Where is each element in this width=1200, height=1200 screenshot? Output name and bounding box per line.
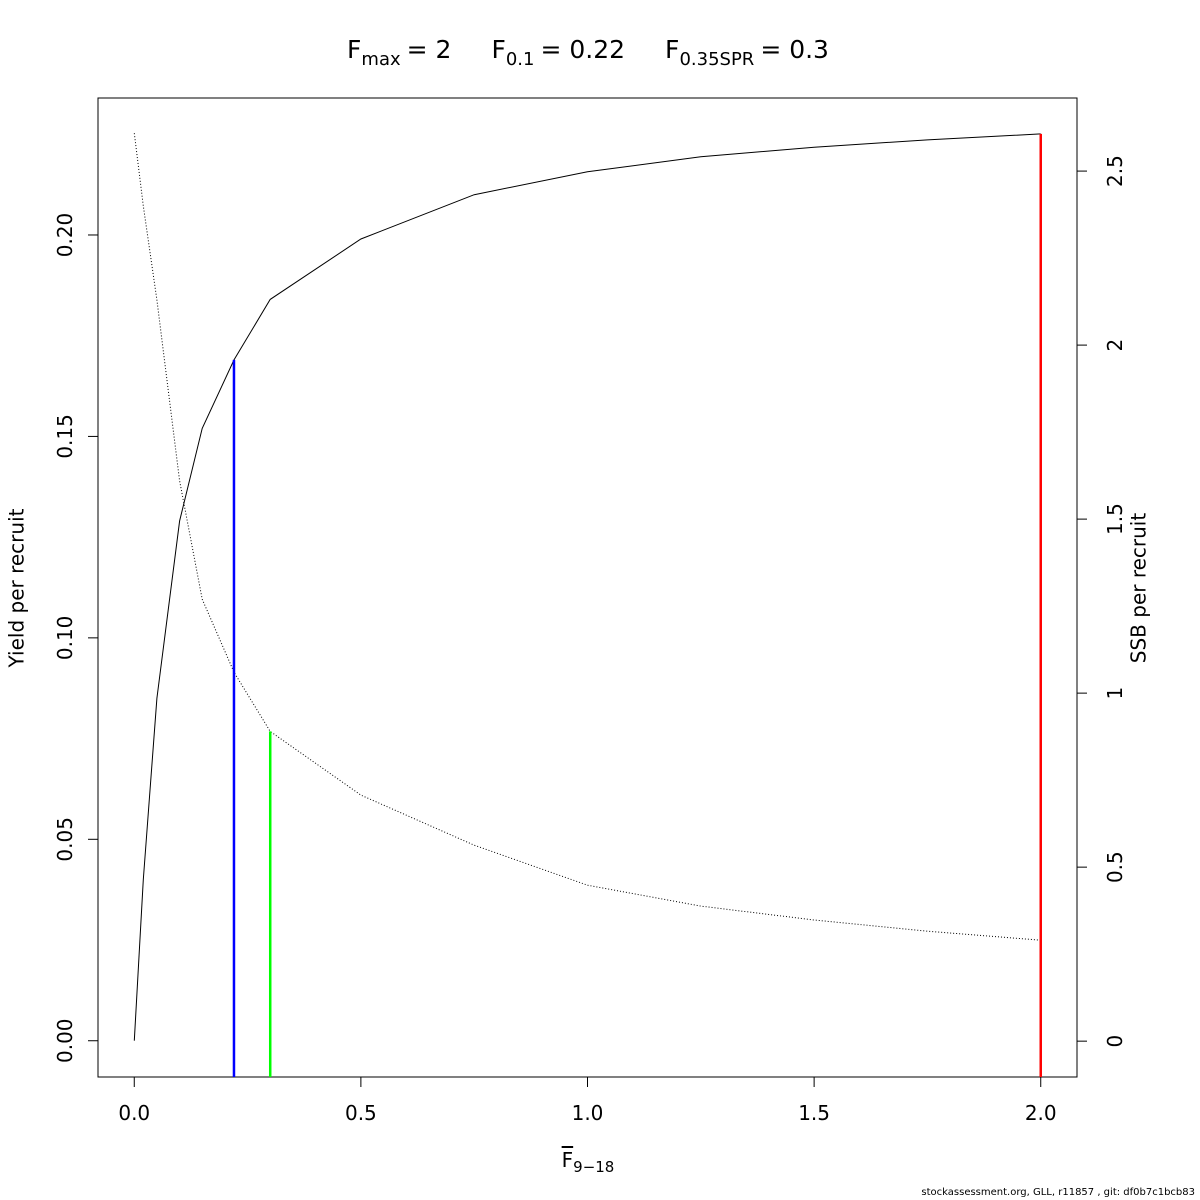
y2-tick-label: 1 [1103,687,1127,700]
y2-axis-label: SSB per recruit [1127,513,1151,664]
title-symbol: F [347,35,361,64]
x-tick-label: 1.0 [572,1101,604,1125]
y2-tick-label: 2.5 [1103,155,1127,187]
x-axis-label: F9−18 [562,1148,615,1176]
title-symbol: F [665,35,679,64]
title-subscript: max [361,49,401,70]
y2-tick-label: 1.5 [1103,503,1127,535]
x-tick-label: 1.5 [798,1101,830,1125]
title-subscript: 0.1 [506,49,535,70]
x-tick-label: 0.5 [345,1101,377,1125]
x-label-subscript: 9−18 [573,1158,614,1176]
title-value: = 2 [407,35,452,64]
y-tick-label: 0.10 [53,616,77,661]
plot-frame [97,97,1078,1078]
y2-tick-label: 2 [1103,339,1127,352]
title-value: = 0.22 [540,35,625,64]
y-tick-label: 0.00 [53,1018,77,1063]
x-tick-label: 0.0 [118,1101,150,1125]
curve [133,133,1041,941]
y-tick-label: 0.20 [53,213,77,258]
y2-tick-label: 0 [1103,1035,1127,1048]
chart-title: Fmax = 2 F0.1 = 0.22 F0.35SPR = 0.3 [347,35,829,70]
y2-tick-label: 0.5 [1103,851,1127,883]
x-label-symbol: F [562,1148,574,1172]
title-symbol: F [491,35,505,64]
footer: stockassessment.org, GLL, r11857 , git: … [921,1187,1195,1198]
y-axis-label: Yield per recruit [5,508,29,668]
title-value: = 0.3 [760,35,829,64]
x-tick-label: 2.0 [1025,1101,1057,1125]
y-tick-label: 0.05 [53,817,77,862]
title-subscript: 0.35SPR [679,49,754,70]
curve [133,133,1041,1041]
y-tick-label: 0.15 [53,414,77,459]
